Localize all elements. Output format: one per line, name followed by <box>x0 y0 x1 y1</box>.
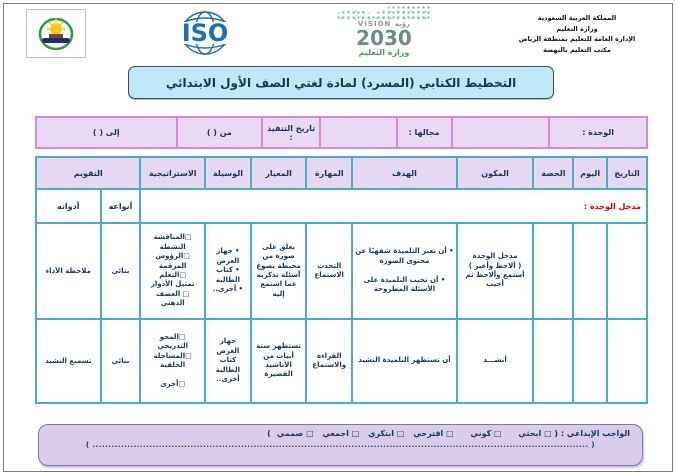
vision-label: VISION رؤية <box>328 20 440 28</box>
vision-year: 2030 <box>356 26 412 50</box>
ministry-line-ministry: وزارة التعليم <box>556 24 598 33</box>
lesson-row-1: مدخل الوحدة ( ألاحظ وأعبر ) أستمع وألاحظ… <box>35 222 648 320</box>
checkbox-icon: □ <box>544 429 552 438</box>
creative-homework-line: الواجب الإبداعي : ( □ ابحثي □ كوني □ اقت… <box>51 429 630 438</box>
document-title-bar: التخطيط الكتابي (المسرد) لمادة لغتي الصف… <box>128 66 554 99</box>
cell-medium: جهاز العرض كتاب الطالبة أخرى.. <box>203 318 252 404</box>
option-collect: □ اجمعي <box>322 429 360 438</box>
iso-logo: ISO <box>162 10 248 57</box>
checkbox-icon: □ <box>396 429 405 438</box>
col-header-day: اليوم <box>572 156 609 190</box>
cell-criterion: يعلق على صورة من محيطة يصوغ أسئلة تذكرية… <box>249 222 308 320</box>
field-value-cell <box>319 116 398 149</box>
cell-period <box>532 318 575 404</box>
cell-component: أنشـــد <box>455 318 535 404</box>
cell-period <box>532 222 575 320</box>
ministry-line-administration: الإدارة العامة للتعليم بمنطقة الرياض <box>518 35 636 44</box>
col-header-goal: الهدف <box>351 156 458 190</box>
creative-homework-box: الواجب الإبداعي : ( □ ابحثي □ كوني □ اقت… <box>38 424 643 466</box>
col-header-component: المكون <box>455 156 535 190</box>
vision-ministry-label: وزارة التعليم <box>358 48 410 57</box>
school-logo-icon <box>38 17 74 50</box>
field-label-cell: مجالها : <box>395 116 453 149</box>
cell-component: مدخل الوحدة ( ألاحظ وأعبر ) أستمع وألاحظ… <box>455 222 535 320</box>
document-title: التخطيط الكتابي (المسرد) لمادة لغتي الصف… <box>165 75 517 90</box>
checkbox-icon: □ <box>446 429 454 438</box>
unit-value-cell <box>450 116 551 149</box>
option-be: □ كوني <box>470 429 502 438</box>
cell-day <box>572 222 609 320</box>
ministry-line-country: المملكة العربية السعودية <box>537 14 617 22</box>
school-logo <box>26 9 86 58</box>
ministry-line-office: مكتب التعليم بالنهضة <box>543 46 611 55</box>
option-innovate: □ ابتكري <box>368 429 405 438</box>
col-header-skill: المهارة <box>305 156 354 190</box>
lesson-plan-table: التاريخ اليوم الحصة المكون الهدف المهارة… <box>34 156 648 404</box>
cell-eval-type: بنائي <box>99 318 142 404</box>
cell-goal: أن تستظهر التلميذة النشيد <box>351 318 458 404</box>
eval-types-header: أنواعه <box>99 188 142 224</box>
cell-eval-type: بنائي <box>99 222 142 320</box>
cell-strategy: □المحو التدريجي □المساجلة الحلقية □أخرى <box>139 318 206 404</box>
iso-globe-icon: ISO <box>179 11 231 55</box>
unit-entry-label: مدخل الوحدة : <box>139 188 648 224</box>
homework-answer-line: ( ......................................… <box>85 441 596 449</box>
unit-info-table: الوحدة : مجالها : تاريخ التنفيذ : من ( )… <box>35 116 648 149</box>
col-header-strategy: الاستراتيجية <box>139 156 206 190</box>
option-search: □ ابحثي <box>518 429 552 438</box>
exec-date-label-cell: تاريخ التنفيذ : <box>261 116 322 149</box>
roya-word: رؤية <box>394 20 411 28</box>
cell-goal: • أن تعبر التلميذة شفهيًا عن محتوى الصور… <box>351 222 458 320</box>
col-header-evaluation: التقويم <box>34 156 142 190</box>
col-header-criterion: المعيار <box>249 156 308 190</box>
cell-eval-tool: تسميع النشيد <box>35 318 102 404</box>
date-from-cell: من ( ) <box>175 116 264 149</box>
vision-dots-pattern <box>336 5 432 20</box>
checkbox-icon: □ <box>306 429 314 438</box>
cell-skill: التحدث الاستماع <box>305 222 354 320</box>
cell-eval-tool: ملاحظة الأداء <box>35 222 102 320</box>
option-design: □ صممي <box>276 429 314 438</box>
vision-2030-logo: VISION رؤية 2030 وزارة التعليم <box>328 5 440 60</box>
close-paren: ) <box>267 429 271 438</box>
vision-word: VISION <box>357 20 392 28</box>
option-suggest: □ اقترحي <box>413 429 454 438</box>
table-header-row: التاريخ اليوم الحصة المكون الهدف المهارة… <box>34 156 648 190</box>
col-header-date: التاريخ <box>606 156 648 190</box>
col-header-period: الحصة <box>532 156 575 190</box>
cell-date <box>606 222 648 320</box>
checkbox-icon: □ <box>494 429 502 438</box>
ministry-header-text: المملكة العربية السعودية وزارة التعليم ا… <box>486 13 668 56</box>
lesson-row-2: أنشـــد أن تستظهر التلميذة النشيد القراء… <box>35 318 648 404</box>
unit-label-cell: الوحدة : <box>548 116 648 149</box>
date-to-cell: إلى ( ) <box>35 116 178 149</box>
svg-text:ISO: ISO <box>182 19 229 47</box>
cell-skill: القراءة والاستماع <box>305 318 354 404</box>
unit-entry-row: مدخل الوحدة : أنواعه أدواته <box>35 188 648 224</box>
eval-tools-header: أدواته <box>35 188 102 224</box>
cell-medium: • جهاز العرض • كتاب الطالبة • أخرى.. <box>203 222 252 320</box>
cell-day <box>572 318 609 404</box>
cell-date <box>606 318 648 404</box>
cell-strategy: □المناقشة النشطة □الرؤوس المرقمة □التعلم… <box>139 222 206 320</box>
checkbox-icon: □ <box>351 429 360 438</box>
col-header-medium: الوسيلة <box>203 156 252 190</box>
creative-homework-label: الواجب الإبداعي : ( <box>554 429 630 438</box>
cell-criterion: تستظهر ستة أبيات من الأناشيد القصيرة <box>249 318 308 404</box>
